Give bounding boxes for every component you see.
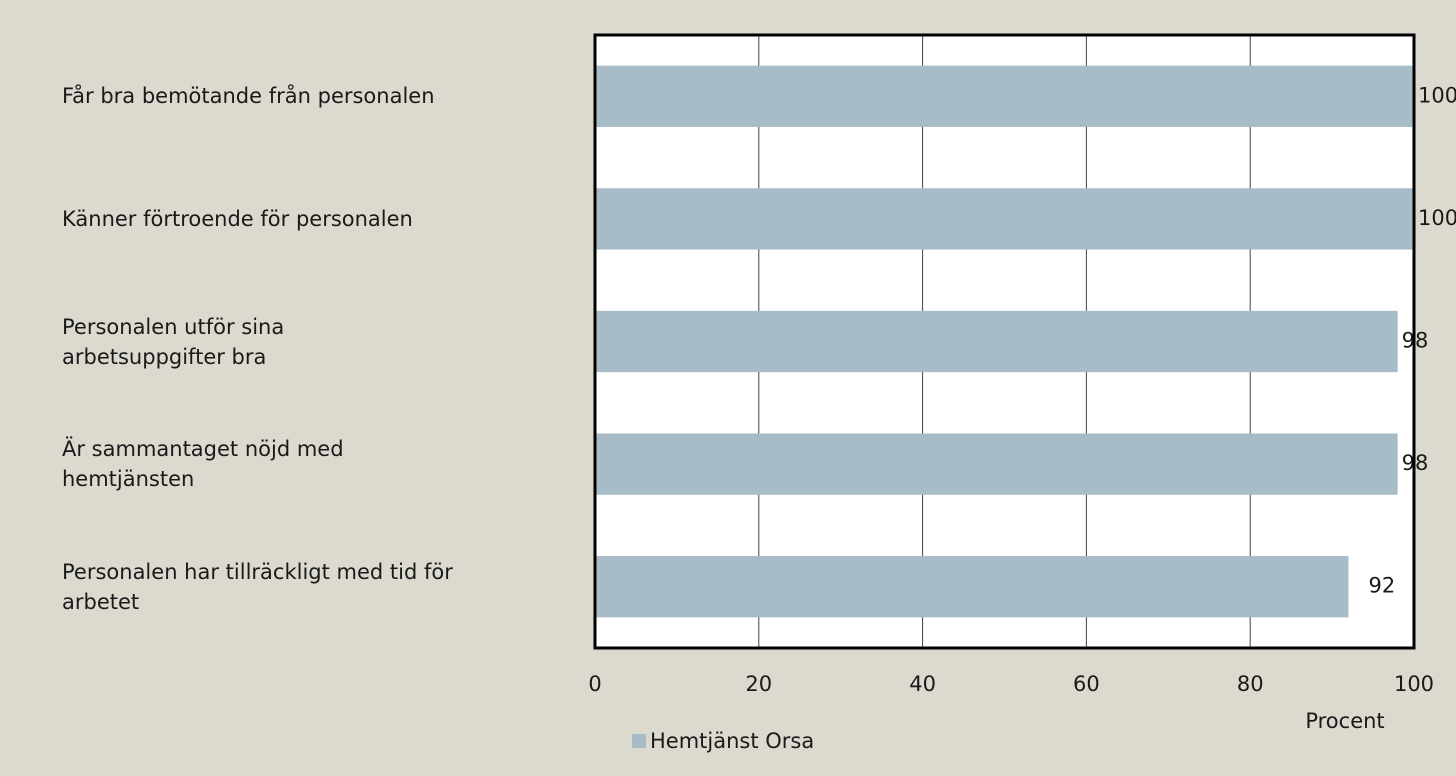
bar — [595, 556, 1349, 618]
bar — [595, 310, 1398, 373]
x-axis-label: Procent — [1305, 709, 1384, 733]
x-tick-label: 40 — [909, 672, 936, 696]
x-tick-label: 60 — [1073, 672, 1100, 696]
x-tick-label: 100 — [1394, 672, 1434, 696]
y-tick-label: Får bra bemötande från personalen — [62, 84, 435, 109]
y-tick-label: Personalen har tillräckligt med tid för … — [62, 559, 453, 614]
plot-border — [593, 33, 1416, 650]
y-tick-label: Är sammantaget nöjd med hemtjänsten — [62, 437, 344, 492]
x-tick-label: 0 — [588, 672, 601, 696]
bar — [595, 188, 1414, 250]
x-tick-label: 20 — [745, 672, 772, 696]
y-tick-label: Känner förtroende för personalen — [62, 206, 413, 231]
y-tick-label: Personalen utför sina arbetsuppgifter br… — [62, 314, 285, 369]
bar — [595, 65, 1414, 127]
bar — [595, 433, 1398, 495]
data-label: 100 — [1418, 206, 1456, 230]
x-tick-label: 80 — [1237, 672, 1264, 696]
data-label: 100 — [1418, 83, 1456, 107]
legend-swatch — [632, 734, 646, 748]
data-label: 92 — [1368, 574, 1395, 598]
legend-label: Hemtjänst Orsa — [650, 729, 814, 753]
